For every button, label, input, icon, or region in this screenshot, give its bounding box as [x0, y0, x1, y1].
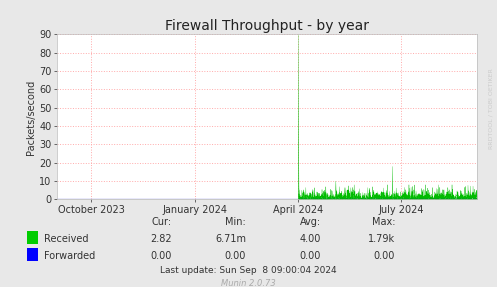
Text: 4.00: 4.00	[299, 234, 321, 244]
Text: Max:: Max:	[372, 217, 395, 227]
Title: Firewall Throughput - by year: Firewall Throughput - by year	[165, 19, 369, 33]
Text: 0.00: 0.00	[150, 251, 171, 261]
Text: Munin 2.0.73: Munin 2.0.73	[221, 279, 276, 287]
Text: Received: Received	[44, 234, 88, 244]
Text: Forwarded: Forwarded	[44, 251, 95, 261]
Text: 0.00: 0.00	[225, 251, 246, 261]
Y-axis label: Packets/second: Packets/second	[26, 79, 36, 155]
Text: 6.71m: 6.71m	[215, 234, 246, 244]
Text: 0.00: 0.00	[374, 251, 395, 261]
Text: RRDTOOL / TOBI OETIKER: RRDTOOL / TOBI OETIKER	[489, 69, 494, 150]
Text: 2.82: 2.82	[150, 234, 171, 244]
Text: Min:: Min:	[225, 217, 246, 227]
Text: 0.00: 0.00	[299, 251, 321, 261]
Text: 1.79k: 1.79k	[368, 234, 395, 244]
Text: Avg:: Avg:	[299, 217, 321, 227]
Text: Last update: Sun Sep  8 09:00:04 2024: Last update: Sun Sep 8 09:00:04 2024	[160, 266, 337, 275]
Text: Cur:: Cur:	[152, 217, 171, 227]
